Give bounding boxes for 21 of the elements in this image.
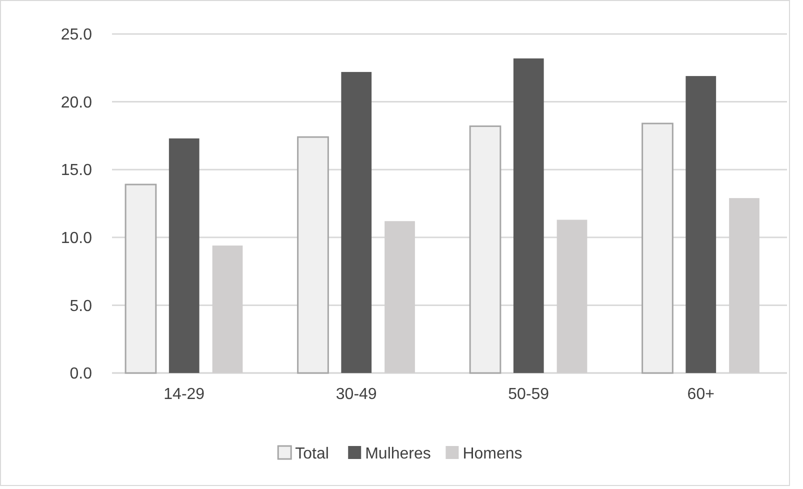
bar — [124, 184, 157, 374]
bar — [168, 138, 200, 373]
bar — [513, 58, 544, 373]
legend-label: Mulheres — [365, 446, 431, 463]
bar — [686, 76, 716, 373]
bar — [642, 122, 674, 374]
y-tick-label: 20.0 — [60, 94, 92, 112]
bar — [341, 72, 372, 373]
x-tick-label: 14-29 — [164, 386, 205, 403]
y-tick-label: 25.0 — [60, 26, 92, 44]
y-tick-label: 5.0 — [70, 298, 92, 315]
legend-label: Homens — [462, 446, 522, 463]
x-tick-label: 30-49 — [336, 386, 377, 403]
y-tick-label: 15.0 — [60, 162, 92, 180]
x-tick-label: 60+ — [687, 386, 714, 403]
legend-label: Total — [295, 446, 329, 463]
x-tick-label: 50-59 — [508, 386, 550, 403]
bar — [297, 136, 329, 374]
bar — [469, 125, 502, 374]
y-tick-label: 10.0 — [60, 230, 92, 247]
y-tick-label: 0.0 — [70, 366, 92, 383]
